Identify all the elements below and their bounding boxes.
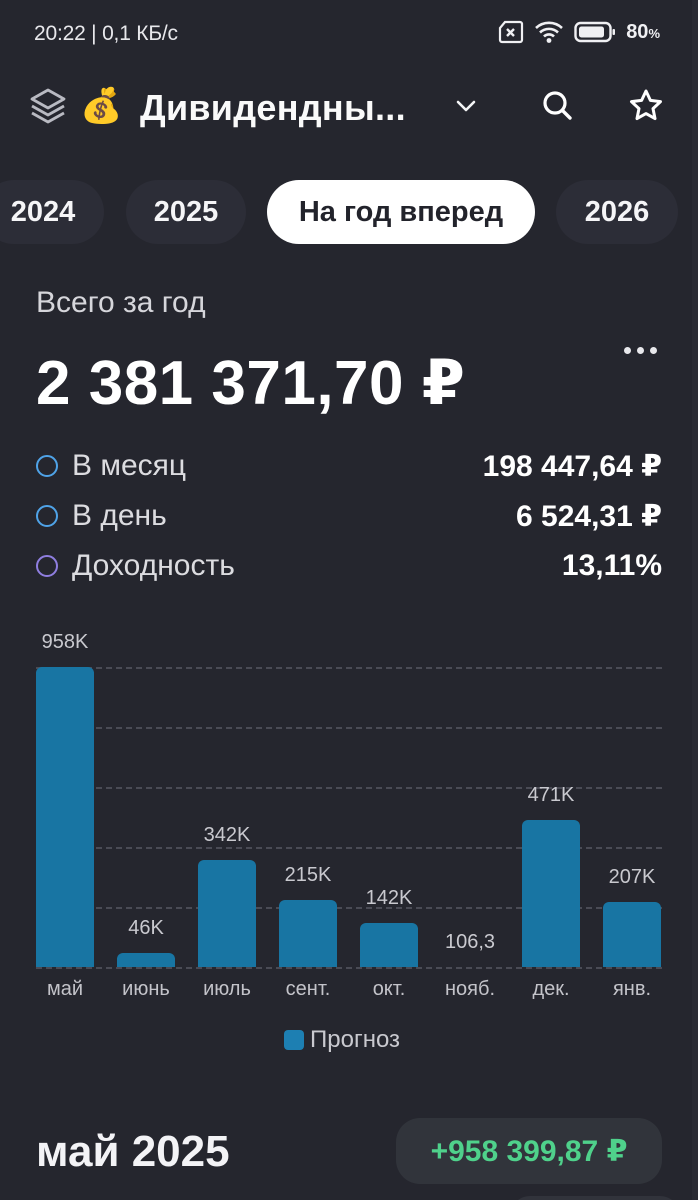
- battery-icon: [574, 21, 616, 43]
- gridline: [36, 667, 662, 669]
- chart-bar[interactable]: [36, 667, 94, 967]
- star-icon: [630, 89, 662, 121]
- more-options-button[interactable]: [618, 338, 662, 362]
- bar-value-label: 106,3: [444, 930, 496, 953]
- bar-value-label: 207K: [608, 866, 656, 889]
- chart-bar[interactable]: [117, 952, 175, 967]
- year-tabs: 2024 2025 На год вперед 2026: [0, 180, 698, 244]
- tab-2026[interactable]: 2026: [556, 180, 678, 244]
- legend-label: Прогноз: [310, 1026, 401, 1053]
- status-icons: 80%: [498, 20, 660, 44]
- status-bar: 20:22 | 0,1 КБ/с 80%: [0, 0, 698, 70]
- stat-label: В месяц: [72, 449, 187, 482]
- battery-percent: 80%: [626, 20, 660, 43]
- x-axis-label: окт.: [372, 978, 406, 1000]
- layers-button[interactable]: [26, 84, 70, 128]
- x-axis-label: июнь: [122, 978, 170, 1000]
- month-amount-badge: +958 399,87 ₽: [396, 1118, 662, 1184]
- x-axis-label: нояб.: [444, 978, 495, 1000]
- stat-value: 13,11%: [561, 549, 662, 582]
- x-axis-label: дек.: [532, 978, 570, 1000]
- total-label: Всего за год: [36, 286, 206, 319]
- status-time-speed: 20:22 | 0,1 КБ/с: [34, 22, 178, 45]
- x-axis-label: сент.: [285, 978, 331, 1000]
- search-icon: [543, 91, 572, 120]
- wifi-icon: [534, 20, 564, 44]
- more-dot-icon: [623, 346, 631, 354]
- stat-row-yield: Доходность 13,11%: [36, 546, 662, 586]
- tab-year-ahead[interactable]: На год вперед: [267, 180, 535, 244]
- bar-value-label: 142K: [365, 886, 413, 909]
- tab-2025[interactable]: 2025: [126, 180, 246, 244]
- chart-bar[interactable]: [198, 859, 256, 967]
- circle-icon: [36, 455, 58, 477]
- portfolio-dropdown-button[interactable]: [452, 92, 480, 120]
- x-axis-label: июль: [203, 978, 251, 1000]
- bar-value-label: 342K: [203, 823, 251, 846]
- stat-value: 6 524,31 ₽: [516, 499, 662, 533]
- month-title: май 2025: [36, 1127, 230, 1176]
- money-bag-icon: 💰: [80, 87, 123, 125]
- next-item-pill: [510, 1196, 680, 1200]
- circle-icon: [36, 555, 58, 577]
- chevron-down-icon: [456, 100, 476, 112]
- more-dot-icon: [636, 346, 644, 354]
- more-dot-icon: [649, 346, 657, 354]
- gridline: [36, 787, 662, 789]
- sim-error-icon: [498, 20, 524, 44]
- bar-value-label: 215K: [284, 863, 332, 886]
- bar-value-label: 958K: [41, 631, 89, 653]
- search-button[interactable]: [538, 86, 578, 126]
- chart-legend[interactable]: Прогноз: [284, 1026, 400, 1054]
- stat-label: Доходность: [72, 549, 235, 582]
- bar-value-label: 471K: [527, 783, 575, 806]
- tab-2024[interactable]: 2024: [0, 180, 104, 244]
- gridline: [36, 847, 662, 849]
- chart-bar[interactable]: [522, 819, 580, 967]
- stat-label: В день: [72, 499, 167, 532]
- dividend-bar-chart: 958K май 46K июнь 342K июль 215K сент. 142K окт. 1…: [0, 620, 698, 1020]
- total-value: 2 381 371,70 ₽: [36, 349, 466, 418]
- circle-icon: [36, 505, 58, 527]
- chart-bar[interactable]: [279, 899, 337, 967]
- scrollbar-track: [692, 0, 698, 1200]
- gridline: [36, 907, 662, 909]
- layers-icon: [30, 88, 66, 124]
- stat-value: 198 447,64 ₽: [482, 449, 662, 483]
- chart-bar[interactable]: [603, 902, 661, 967]
- stat-row-daily: В день 6 524,31 ₽: [36, 496, 662, 536]
- app-header: 💰 Дивидендны...: [0, 72, 698, 142]
- chart-bar[interactable]: [360, 922, 418, 967]
- favorite-button[interactable]: [626, 86, 666, 126]
- legend-swatch-icon: [284, 1030, 304, 1050]
- stat-row-monthly: В месяц 198 447,64 ₽: [36, 446, 662, 486]
- portfolio-title[interactable]: Дивидендны...: [140, 87, 406, 128]
- gridline: [36, 727, 662, 729]
- gridline: [36, 967, 662, 969]
- x-axis-label: май: [46, 978, 84, 1000]
- bar-value-label: 46K: [128, 916, 164, 939]
- x-axis-label: янв.: [612, 978, 652, 1000]
